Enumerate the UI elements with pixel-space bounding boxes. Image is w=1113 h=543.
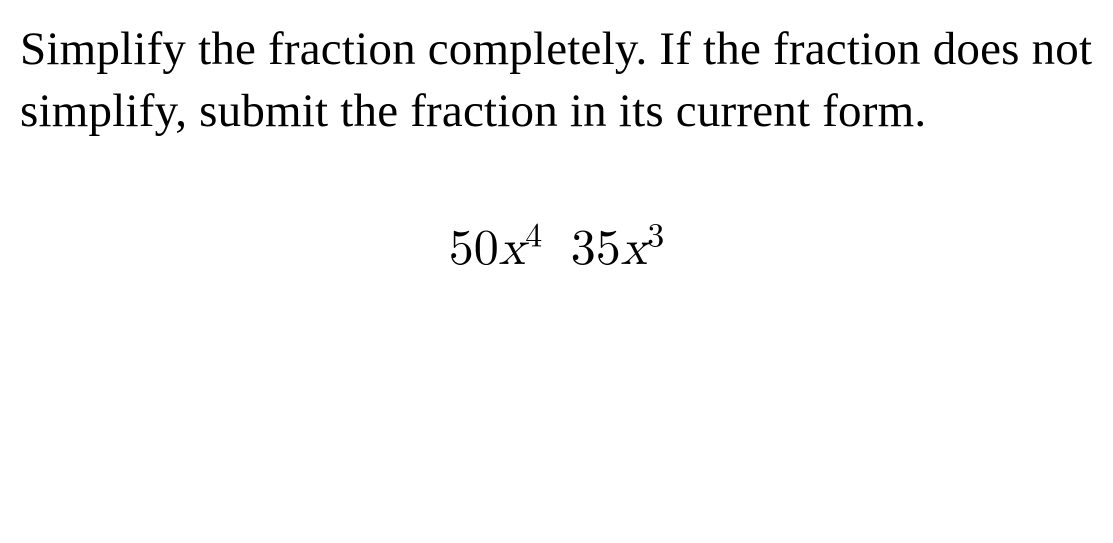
denominator-exponent: 3 [647, 219, 664, 253]
document-container: Simplify the fraction completely. If the… [0, 0, 1113, 277]
numerator-variable: x [499, 224, 525, 274]
math-block: 50x4 35x3 [20, 222, 1093, 277]
fraction-numerator: 50x4 [443, 224, 565, 274]
prompt-text: Simplify the fraction completely. If the… [20, 18, 1093, 142]
denominator-variable: x [621, 224, 647, 274]
numerator-exponent: 4 [525, 219, 542, 253]
fraction-denominator: 35x3 [565, 224, 670, 274]
fraction-expression: 50x4 35x3 [443, 222, 670, 277]
numerator-coefficient: 50 [449, 224, 499, 274]
denominator-coefficient: 35 [571, 224, 621, 274]
